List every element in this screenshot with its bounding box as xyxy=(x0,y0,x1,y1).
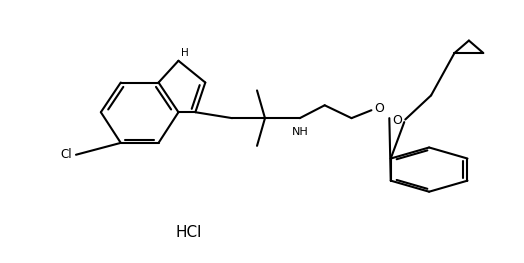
Text: HCl: HCl xyxy=(176,225,202,240)
Text: H: H xyxy=(181,48,189,58)
Text: O: O xyxy=(374,102,384,115)
Text: Cl: Cl xyxy=(60,148,72,161)
Text: NH: NH xyxy=(291,127,308,137)
Text: O: O xyxy=(392,114,401,127)
